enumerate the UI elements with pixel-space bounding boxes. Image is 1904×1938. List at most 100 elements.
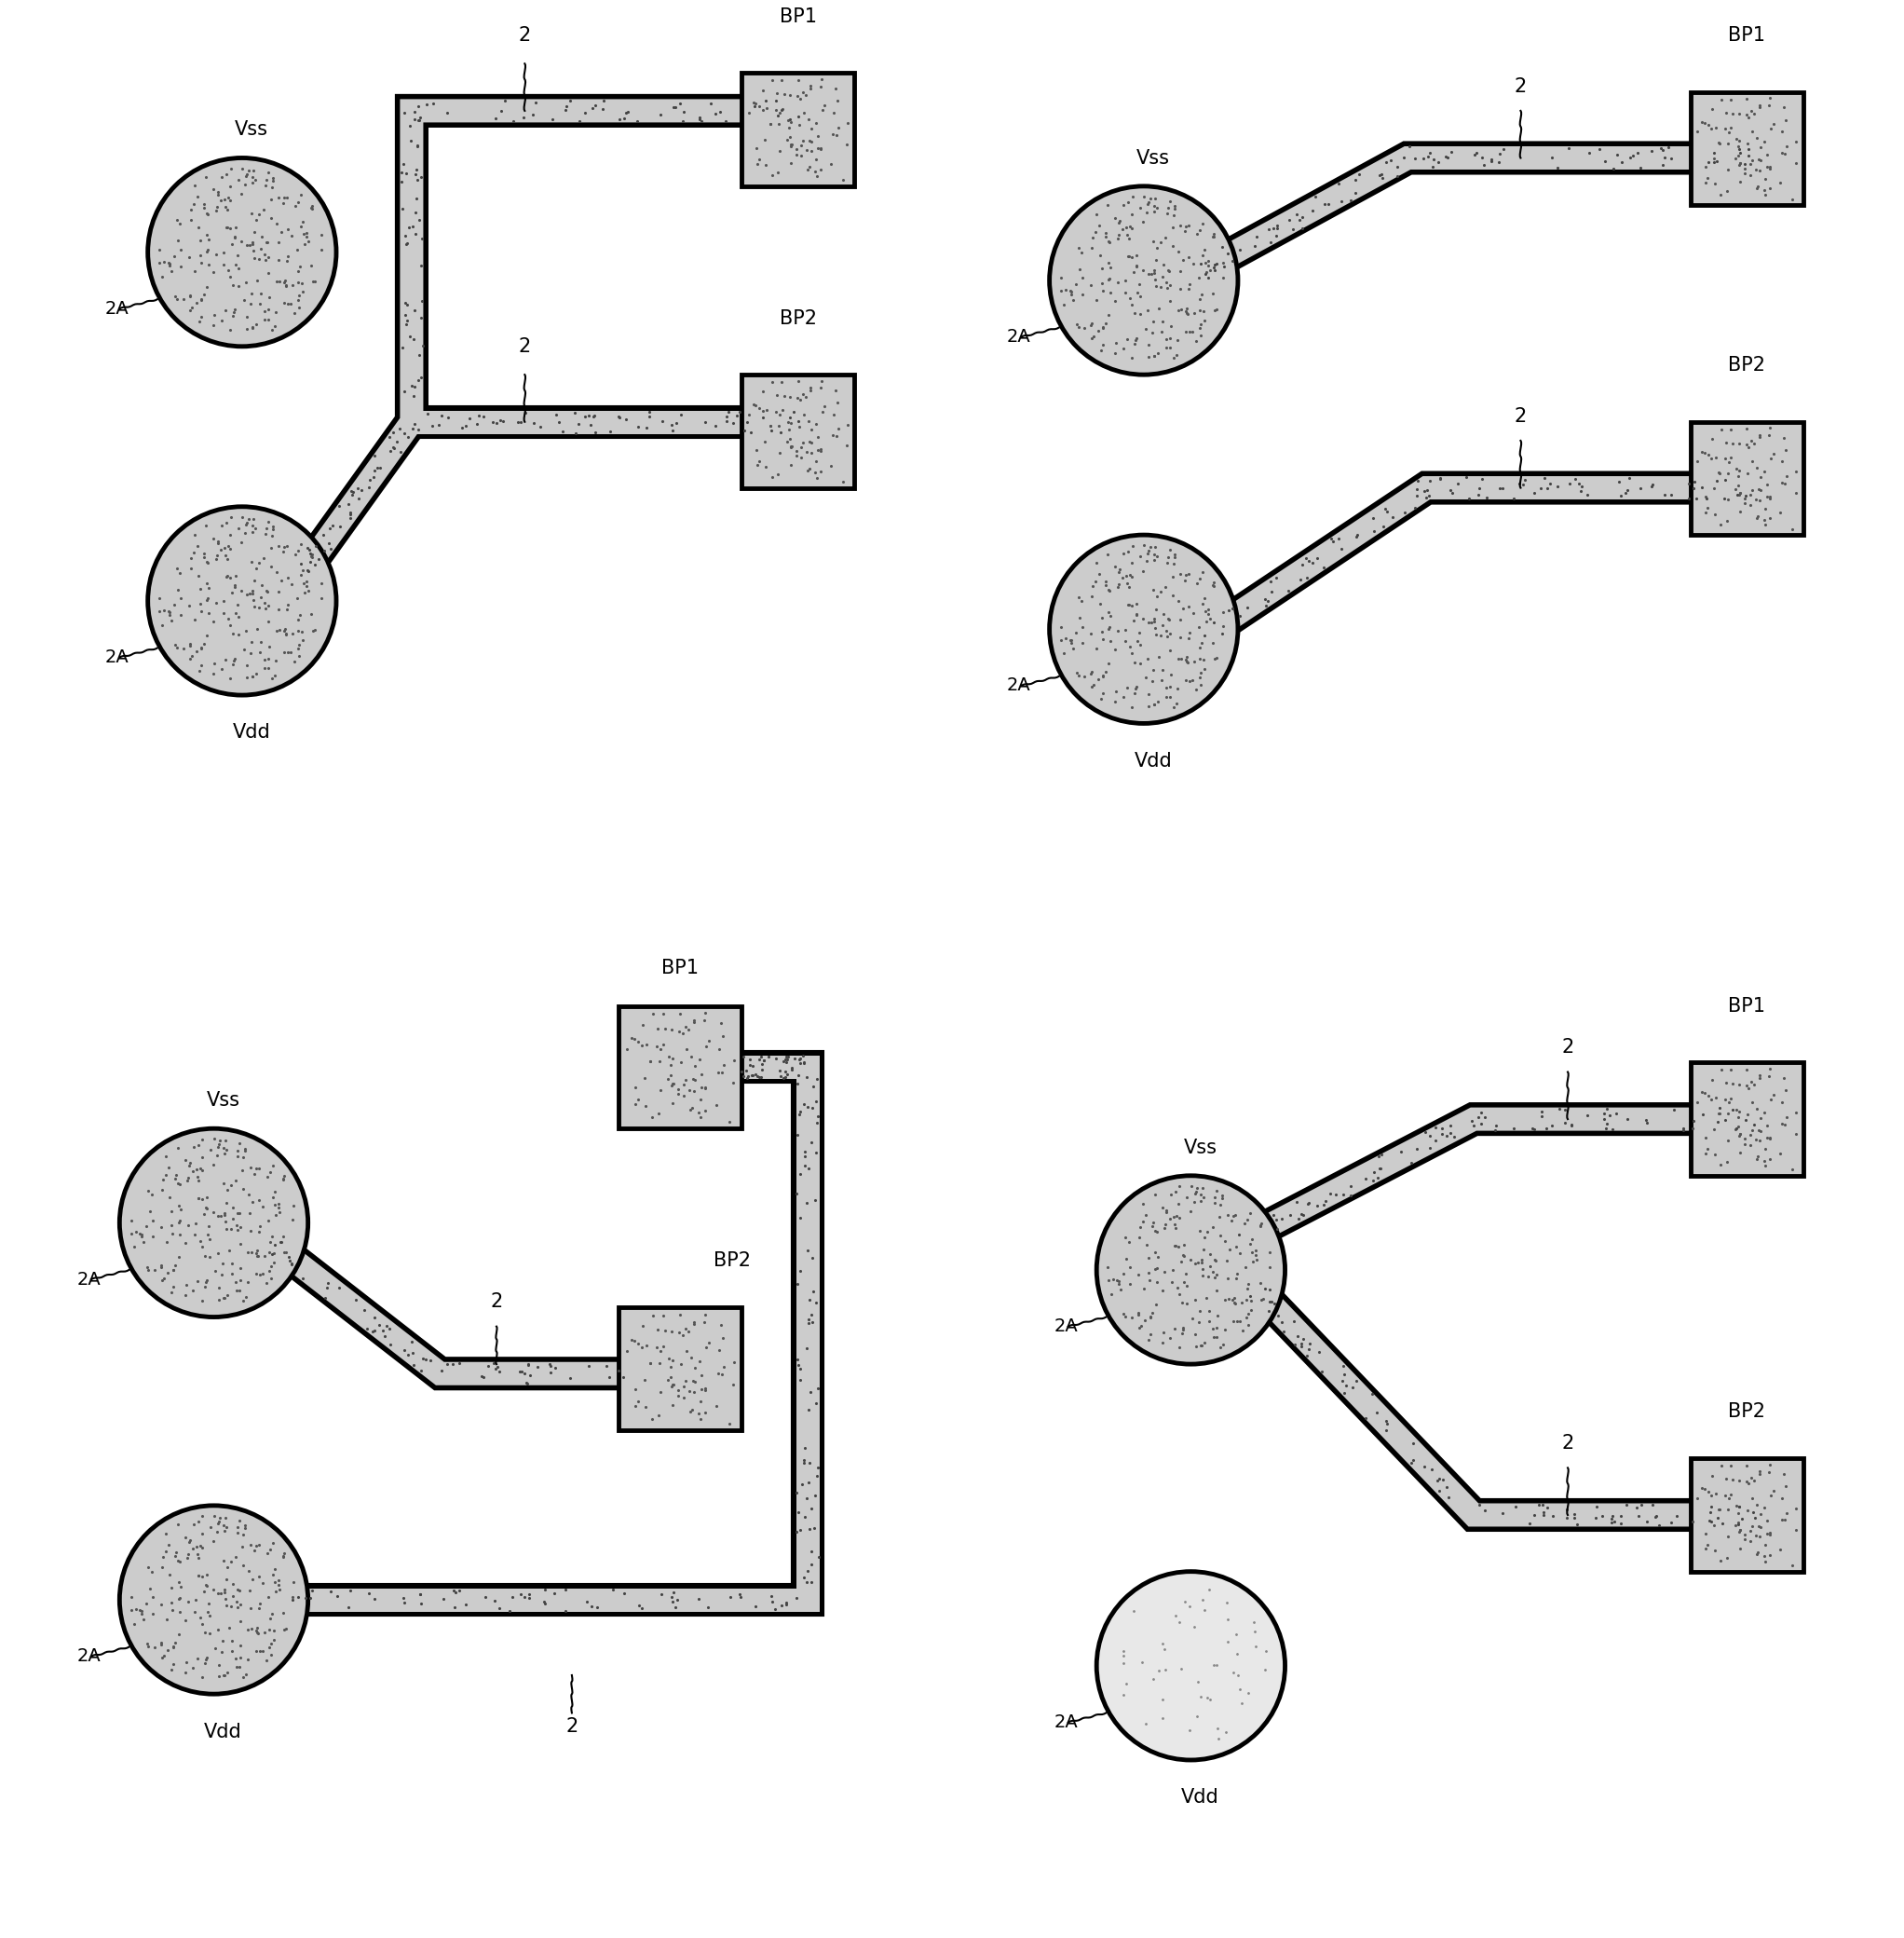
Point [1662, 1500, 1693, 1531]
Point [767, 395, 798, 426]
Point [657, 1345, 687, 1376]
Point [783, 1068, 813, 1099]
Point [1721, 1510, 1752, 1541]
Point [1565, 471, 1596, 502]
Point [1655, 479, 1685, 510]
Point [733, 399, 764, 430]
Point [802, 1138, 832, 1169]
Point [268, 1221, 299, 1252]
Point [215, 1547, 246, 1578]
Point [1436, 1116, 1466, 1147]
Point [1102, 616, 1133, 647]
Point [1744, 1116, 1775, 1147]
Point [800, 155, 830, 186]
Point [1361, 1397, 1392, 1428]
Point [209, 1138, 240, 1169]
Point [611, 1033, 642, 1064]
Point [1371, 492, 1401, 523]
Point [1498, 1112, 1529, 1143]
Point [162, 1132, 192, 1163]
Point [1266, 1203, 1297, 1235]
Point [1281, 1320, 1312, 1351]
Point [752, 93, 783, 124]
Point [661, 91, 691, 122]
Point [1220, 1289, 1251, 1320]
Point [1140, 612, 1171, 643]
Point [1064, 254, 1095, 285]
Point [208, 510, 238, 541]
Point [560, 397, 590, 428]
Point [664, 87, 695, 118]
Point [211, 194, 242, 225]
Point [731, 1054, 762, 1085]
Point [1112, 672, 1142, 703]
Point [192, 1182, 223, 1213]
Point [1590, 1099, 1620, 1130]
Point [1186, 1244, 1217, 1275]
Point [771, 1047, 802, 1078]
Point [1198, 279, 1228, 310]
Point [1755, 83, 1786, 114]
Point [1110, 1300, 1140, 1331]
Point [1752, 1506, 1782, 1537]
Point [1076, 618, 1106, 649]
Point [297, 250, 327, 281]
Point [1750, 1134, 1780, 1165]
Point [1249, 1655, 1279, 1686]
Point [1127, 556, 1158, 587]
Point [794, 1153, 824, 1184]
Point [200, 1256, 230, 1287]
Point [1704, 128, 1735, 159]
Point [1076, 659, 1106, 690]
Point [1262, 213, 1293, 244]
Point [611, 1335, 642, 1366]
Point [215, 562, 246, 593]
Point [1194, 595, 1224, 626]
Circle shape [149, 157, 337, 347]
Point [1236, 1198, 1266, 1229]
Point [1302, 1190, 1333, 1221]
Point [769, 1043, 800, 1074]
Point [221, 597, 251, 628]
Point [1413, 141, 1443, 172]
Point [1723, 471, 1754, 502]
Point [573, 399, 604, 430]
Point [211, 1657, 242, 1688]
FancyBboxPatch shape [741, 74, 855, 186]
Point [1234, 1229, 1264, 1260]
Point [152, 1634, 183, 1665]
Point [217, 1636, 248, 1667]
Point [156, 1196, 187, 1227]
Point [202, 1132, 232, 1163]
Point [775, 422, 805, 453]
Point [1754, 1519, 1784, 1550]
Point [1160, 1312, 1190, 1343]
Point [284, 641, 314, 672]
Point [1742, 171, 1773, 202]
Point [478, 407, 508, 438]
Point [781, 1516, 811, 1547]
Point [798, 1306, 828, 1337]
Point [1154, 322, 1184, 353]
Point [192, 547, 223, 578]
Point [223, 601, 253, 632]
Point [236, 1153, 267, 1184]
Point [312, 1271, 343, 1302]
Point [659, 91, 689, 122]
Point [1679, 467, 1710, 498]
Point [1563, 467, 1594, 498]
Point [1754, 1124, 1784, 1155]
Point [1693, 1134, 1723, 1165]
Point [1163, 1188, 1194, 1219]
Point [1691, 483, 1721, 514]
Point [310, 1283, 341, 1314]
Point [1723, 1492, 1754, 1523]
Point [645, 1076, 676, 1107]
Point [1698, 1510, 1729, 1541]
Point [251, 514, 282, 545]
Point [1167, 1238, 1198, 1269]
Point [691, 1331, 722, 1362]
Point [1698, 1140, 1729, 1171]
Point [571, 1587, 602, 1618]
Point [1112, 568, 1142, 599]
